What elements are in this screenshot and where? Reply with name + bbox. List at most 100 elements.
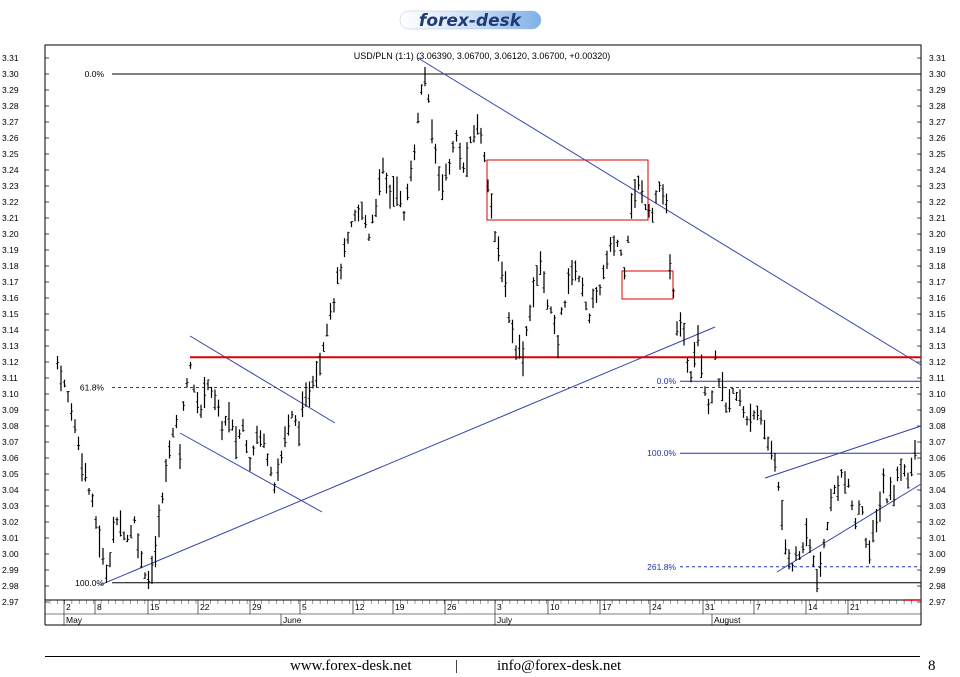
logo-text: forex-desk [419, 11, 523, 31]
y-tick-label-left: 2.99 [2, 565, 19, 575]
footer-website[interactable]: www.forex-desk.net [290, 658, 412, 674]
breakdown-box [621, 270, 674, 300]
y-tick-label-left: 3.10 [2, 389, 19, 399]
y-tick-label-left: 3.05 [2, 469, 19, 479]
x-tick-label: 29 [252, 602, 262, 612]
y-tick-label-left: 3.07 [2, 437, 19, 447]
y-tick-label-right: 3.27 [929, 117, 946, 127]
y-tick-label-right: 3.16 [929, 293, 946, 303]
y-tick-label-left: 3.15 [2, 309, 19, 319]
y-tick-label-right: 3.06 [929, 453, 946, 463]
y-tick-label-right: 3.07 [929, 437, 946, 447]
fib-left-label: 0.0% [85, 69, 105, 79]
y-tick-label-right: 3.17 [929, 277, 946, 287]
y-tick-label-left: 3.16 [2, 293, 19, 303]
y-tick-label-left: 3.29 [2, 85, 19, 95]
x-tick-label: 24 [652, 602, 662, 612]
chart-title: USD/PLN (1:1) (3.06390, 3.06700, 3.06120… [354, 51, 610, 61]
fib-levels-left: 0.0% 61.8% 100.0% [75, 69, 921, 588]
x-tick-label: 10 [550, 602, 560, 612]
y-tick-label-left: 3.24 [2, 165, 19, 175]
y-tick-label-left: 2.98 [2, 581, 19, 591]
x-tick-label: 17 [602, 602, 612, 612]
y-tick-label-left: 3.28 [2, 101, 19, 111]
fib-levels-right: 0.0% 100.0% 261.8% [647, 376, 921, 572]
y-tick-label-right: 3.02 [929, 517, 946, 527]
y-tick-label-right: 3.21 [929, 213, 946, 223]
y-tick-label-left: 3.22 [2, 197, 19, 207]
y-tick-label-right: 3.10 [929, 389, 946, 399]
y-axis-left: 2.97 2.98 2.99 3.00 3.01 3.02 3.03 3.04 3.05 3.06… [2, 53, 49, 607]
x-tick-label: 22 [200, 602, 210, 612]
page-number: 8 [928, 658, 936, 674]
y-tick-label-right: 3.18 [929, 261, 946, 271]
footer-email[interactable]: info@forex-desk.net [497, 658, 622, 674]
y-tick-label-left: 3.03 [2, 501, 19, 511]
x-tick-label: 15 [150, 602, 160, 612]
y-tick-label-left: 3.30 [2, 69, 19, 79]
footer-separator: | [455, 658, 459, 674]
y-tick-label-left: 3.01 [2, 533, 19, 543]
y-tick-label-right: 3.26 [929, 133, 946, 143]
month-label: May [66, 615, 83, 625]
y-tick-label-right: 3.23 [929, 181, 946, 191]
fib-left-label: 61.8% [80, 383, 105, 393]
trendline [417, 57, 922, 366]
y-tick-label-left: 3.14 [2, 325, 19, 335]
y-tick-label-right: 3.13 [929, 341, 946, 351]
y-tick-label-right: 3.15 [929, 309, 946, 319]
y-tick-label-left: 3.04 [2, 485, 19, 495]
y-tick-label-right: 3.24 [929, 165, 946, 175]
x-tick-label: 7 [756, 602, 761, 612]
y-tick-label-right: 3.01 [929, 533, 946, 543]
resistance-box [486, 159, 649, 221]
y-tick-label-left: 3.23 [2, 181, 19, 191]
month-label: August [714, 615, 741, 625]
month-label: July [497, 615, 513, 625]
y-tick-label-right: 3.14 [929, 325, 946, 335]
x-tick-label: 8 [97, 602, 102, 612]
y-tick-label-left: 3.13 [2, 341, 19, 351]
y-tick-label-right: 3.05 [929, 469, 946, 479]
y-tick-label-left: 3.12 [2, 357, 19, 367]
y-tick-label-left: 3.18 [2, 261, 19, 271]
y-tick-label-right: 2.97 [929, 597, 946, 607]
y-tick-label-right: 3.00 [929, 549, 946, 559]
x-tick-label: 14 [808, 602, 818, 612]
trendline [189, 335, 336, 424]
y-axis-right: 2.97 2.98 2.99 3.00 3.01 3.02 3.03 3.04 3.05 3.06… [917, 53, 946, 607]
fib-right-label: 261.8% [647, 562, 676, 572]
price-chart: 2.97 2.98 2.99 3.00 3.01 3.02 3.03 3.04 3.05 3.06… [2, 44, 946, 626]
y-tick-label-left: 3.08 [2, 421, 19, 431]
trendline [179, 432, 323, 513]
fib-right-label: 100.0% [647, 448, 676, 458]
y-tick-label-left: 3.09 [2, 405, 19, 415]
y-tick-label-right: 3.28 [929, 101, 946, 111]
y-tick-label-right: 3.22 [929, 197, 946, 207]
y-tick-label-left: 3.00 [2, 549, 19, 559]
x-tick-label: 26 [447, 602, 457, 612]
footer-rule [45, 656, 920, 657]
y-tick-label-right: 3.29 [929, 85, 946, 95]
chart-frame [44, 44, 922, 626]
x-tick-label: 21 [850, 602, 860, 612]
y-tick-label-left: 3.20 [2, 229, 19, 239]
y-tick-label-right: 3.04 [929, 485, 946, 495]
y-tick-label-right: 2.99 [929, 565, 946, 575]
y-tick-label-right: 3.12 [929, 357, 946, 367]
y-tick-label-left: 3.06 [2, 453, 19, 463]
x-tick-label: 19 [395, 602, 405, 612]
y-tick-label-left: 3.26 [2, 133, 19, 143]
y-tick-label-right: 2.98 [929, 581, 946, 591]
x-tick-label: 5 [302, 602, 307, 612]
y-tick-label-right: 3.09 [929, 405, 946, 415]
fib-right-label: 0.0% [657, 376, 677, 386]
y-tick-label-right: 3.25 [929, 149, 946, 159]
y-tick-label-right: 3.08 [929, 421, 946, 431]
month-label: June [283, 615, 302, 625]
y-tick-label-right: 3.20 [929, 229, 946, 239]
y-tick-label-left: 3.25 [2, 149, 19, 159]
x-tick-label: 31 [705, 602, 715, 612]
y-tick-label-left: 3.21 [2, 213, 19, 223]
trendline [764, 425, 922, 479]
